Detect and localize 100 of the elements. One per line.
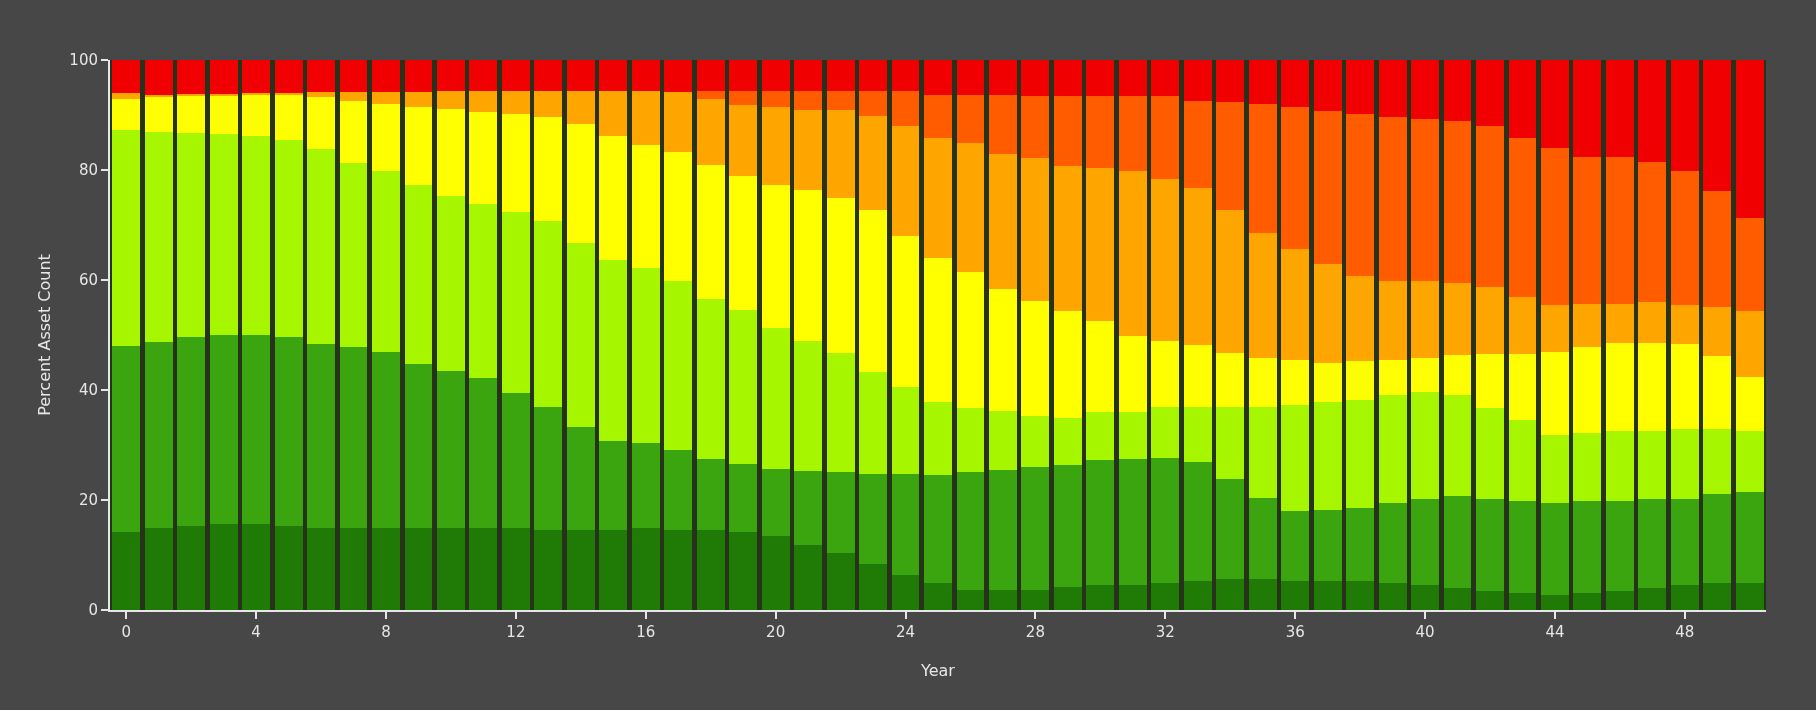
bar xyxy=(1053,464,1082,588)
bar xyxy=(1605,304,1634,343)
bar xyxy=(1540,148,1569,305)
bar xyxy=(144,527,173,610)
bar xyxy=(1476,353,1504,408)
bar xyxy=(1411,280,1440,358)
bar xyxy=(794,341,823,472)
bar xyxy=(534,91,563,117)
y-axis-title: Percent Asset Count xyxy=(34,254,54,416)
bar xyxy=(112,130,141,346)
bar xyxy=(566,91,595,124)
bar xyxy=(859,115,888,210)
bar xyxy=(826,60,855,92)
bar xyxy=(729,309,758,465)
bar xyxy=(1703,429,1732,494)
bar xyxy=(988,469,1017,590)
bar xyxy=(534,221,563,408)
bar xyxy=(1411,357,1440,393)
bar xyxy=(501,91,530,115)
bar xyxy=(891,236,920,388)
bar xyxy=(1346,399,1375,508)
bar xyxy=(988,289,1017,412)
bar xyxy=(1605,501,1634,591)
bar xyxy=(1021,158,1050,302)
bar xyxy=(469,60,498,92)
bar xyxy=(1735,311,1764,377)
bar xyxy=(1540,503,1569,596)
bar xyxy=(1086,96,1115,168)
bar xyxy=(274,525,303,610)
bar xyxy=(1443,121,1472,283)
bar xyxy=(1248,578,1277,610)
bar xyxy=(1540,595,1569,610)
bar xyxy=(566,529,595,610)
bar xyxy=(372,352,400,528)
bar xyxy=(1638,498,1667,588)
x-tick-label: 4 xyxy=(251,623,261,641)
bar xyxy=(1346,507,1375,581)
bar xyxy=(1346,60,1375,115)
bar xyxy=(177,337,206,526)
bar xyxy=(599,60,628,92)
bar xyxy=(404,107,433,186)
bar xyxy=(1313,509,1342,581)
bar xyxy=(1378,359,1407,395)
bar xyxy=(1443,355,1472,395)
bar xyxy=(1086,167,1115,321)
bar xyxy=(956,408,985,472)
bar xyxy=(664,529,693,610)
bar xyxy=(1313,402,1342,510)
bar xyxy=(1021,96,1050,159)
bar xyxy=(794,110,823,191)
bar xyxy=(307,344,336,528)
bar xyxy=(859,91,888,116)
bar xyxy=(112,98,141,131)
bar xyxy=(891,91,920,126)
bar xyxy=(794,471,823,545)
bar xyxy=(1443,282,1472,356)
bar xyxy=(404,363,433,528)
bar xyxy=(924,60,952,96)
bar xyxy=(729,531,758,610)
bar xyxy=(1248,60,1277,104)
bar xyxy=(339,527,368,610)
y-tick-label: 60 xyxy=(78,271,98,290)
bar xyxy=(1216,60,1245,102)
y-tick-label: 100 xyxy=(69,51,98,70)
bar xyxy=(339,346,368,528)
bar xyxy=(404,185,433,364)
bar xyxy=(761,184,790,329)
bar xyxy=(988,154,1017,290)
bar xyxy=(1605,60,1634,158)
bar xyxy=(1151,407,1180,459)
bar xyxy=(372,171,400,353)
bar xyxy=(1281,511,1310,581)
x-tick-label: 16 xyxy=(636,623,656,641)
x-tick-label: 44 xyxy=(1545,623,1565,641)
bar xyxy=(372,60,400,92)
x-tick-label: 24 xyxy=(895,623,916,641)
bar xyxy=(826,198,855,353)
bar xyxy=(1508,420,1537,502)
bar xyxy=(1573,304,1602,347)
bar xyxy=(891,474,920,576)
bar xyxy=(696,98,725,165)
bar xyxy=(274,60,303,93)
bar xyxy=(1735,60,1764,218)
bar xyxy=(1638,342,1667,431)
bar xyxy=(1086,412,1115,461)
bar xyxy=(404,91,433,108)
bar xyxy=(631,527,660,610)
bar xyxy=(1703,306,1732,357)
bar xyxy=(1248,104,1277,233)
bar xyxy=(469,377,498,528)
bar xyxy=(1053,96,1082,166)
bar xyxy=(1670,343,1699,430)
bar xyxy=(956,589,985,610)
bar xyxy=(1053,311,1082,419)
bar xyxy=(404,527,433,610)
bar xyxy=(1378,280,1407,360)
bar xyxy=(307,92,336,98)
bar xyxy=(1476,60,1504,126)
bar xyxy=(566,427,595,530)
bar xyxy=(404,60,433,92)
